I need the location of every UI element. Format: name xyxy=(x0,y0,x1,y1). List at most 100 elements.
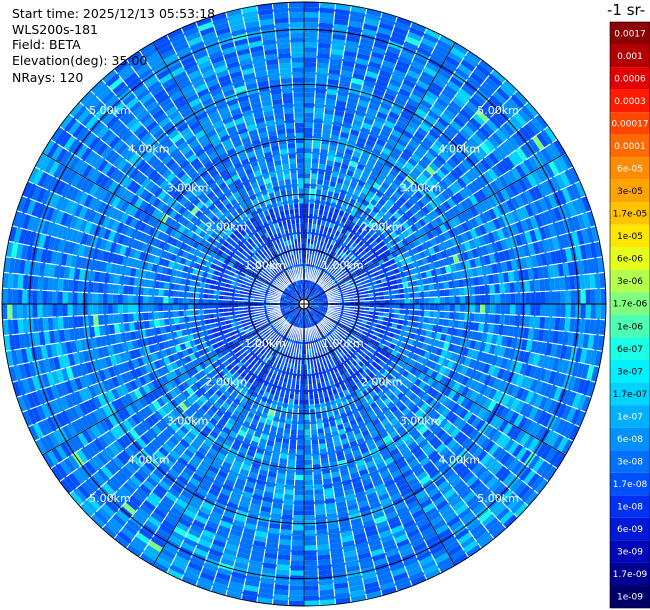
ppi-cell xyxy=(304,308,307,314)
ppi-cell xyxy=(73,434,85,450)
ppi-cell xyxy=(228,469,240,478)
ppi-cell xyxy=(394,501,407,511)
ppi-cell xyxy=(314,203,320,210)
ppi-cell xyxy=(308,284,312,290)
ppi-cell xyxy=(40,403,52,419)
ppi-cell xyxy=(245,574,261,583)
ppi-cell xyxy=(323,487,334,495)
ppi-cell xyxy=(260,326,266,332)
ppi-cell xyxy=(405,561,421,572)
ppi-cell xyxy=(336,454,346,462)
ppi-cell xyxy=(258,322,264,327)
ppi-cell xyxy=(385,483,398,493)
ppi-cell xyxy=(309,304,314,306)
ppi-cell xyxy=(392,177,403,187)
ppi-cell xyxy=(595,304,601,320)
ppi-cell xyxy=(313,315,318,320)
ppi-cell xyxy=(425,270,432,278)
ppi-cell xyxy=(389,168,399,178)
ppi-cell xyxy=(462,471,475,484)
ppi-cell xyxy=(147,427,159,439)
ppi-cell xyxy=(460,232,469,243)
ppi-cell xyxy=(102,404,113,418)
ppi-cell xyxy=(432,439,443,450)
ppi-cell xyxy=(241,594,258,603)
ppi-cell xyxy=(311,309,317,314)
ppi-cell xyxy=(372,165,382,174)
ppi-cell xyxy=(135,532,151,545)
ppi-cell xyxy=(392,318,399,324)
ppi-cell xyxy=(203,438,214,448)
ppi-cell xyxy=(172,446,184,457)
ppi-cell xyxy=(263,423,272,431)
ppi-cell xyxy=(177,350,185,360)
ppi-cell xyxy=(238,413,247,421)
ppi-cell xyxy=(329,333,335,340)
ppi-cell xyxy=(266,347,272,353)
ppi-cell xyxy=(458,467,472,480)
ppi-cell xyxy=(226,434,236,443)
ppi-cell xyxy=(218,363,226,371)
ppi-cell xyxy=(326,441,335,449)
ppi-cell xyxy=(362,576,379,585)
ppi-cell xyxy=(52,429,65,445)
ppi-cell xyxy=(389,304,395,309)
ppi-cell xyxy=(451,205,461,216)
ppi-cell xyxy=(391,567,407,577)
ppi-cell xyxy=(383,92,397,102)
ppi-cell xyxy=(456,384,466,395)
ppi-cell xyxy=(344,346,351,353)
ppi-cell xyxy=(344,555,359,563)
ppi-cell xyxy=(311,310,316,315)
ppi-cell xyxy=(159,499,173,511)
ppi-cell xyxy=(387,443,398,453)
ppi-cell xyxy=(369,296,375,301)
ppi-cell xyxy=(289,393,295,400)
ppi-cell xyxy=(485,475,499,490)
ppi-cell xyxy=(182,466,195,478)
ppi-cell xyxy=(242,527,256,536)
ppi-cell xyxy=(435,442,447,454)
ppi-cell xyxy=(414,408,424,418)
ppi-cell xyxy=(567,201,577,217)
ppi-cell xyxy=(481,332,488,343)
ppi-cell xyxy=(552,330,560,345)
ppi-cell xyxy=(309,302,314,304)
ppi-cell xyxy=(177,374,186,384)
ppi-cell xyxy=(416,341,424,350)
ppi-cell xyxy=(328,456,338,464)
ppi-cell xyxy=(117,469,130,482)
ppi-cell xyxy=(525,292,531,304)
ppi-cell xyxy=(293,399,299,405)
ppi-cell xyxy=(83,499,98,514)
ppi-cell xyxy=(320,257,325,263)
ppi-cell xyxy=(586,210,596,228)
ppi-cell xyxy=(576,229,585,246)
ppi-cell xyxy=(479,285,485,295)
ppi-cell xyxy=(449,476,463,488)
ppi-cell xyxy=(511,150,524,165)
ppi-cell xyxy=(414,163,426,174)
ppi-cell xyxy=(342,276,348,282)
ppi-cell xyxy=(454,336,462,346)
ppi-cell xyxy=(257,442,267,450)
ppi-cell xyxy=(354,244,361,251)
ppi-cell xyxy=(544,126,558,143)
ppi-cell xyxy=(110,387,121,400)
ppi-cell xyxy=(73,390,84,405)
ppi-cell xyxy=(191,454,203,465)
ppi-cell xyxy=(345,249,352,256)
ppi-cell xyxy=(550,250,558,265)
ppi-cell xyxy=(379,129,391,139)
ppi-cell xyxy=(328,532,341,540)
ppi-cell xyxy=(308,218,313,224)
ppi-cell xyxy=(497,216,507,229)
ppi-cell xyxy=(304,233,308,239)
ppi-cell xyxy=(328,537,342,545)
ppi-cell xyxy=(286,346,290,352)
ppi-cell xyxy=(344,560,360,568)
ppi-cell xyxy=(533,199,544,214)
ppi-cell xyxy=(293,311,298,316)
ppi-cell xyxy=(314,504,326,511)
ppi-cell xyxy=(503,156,516,170)
